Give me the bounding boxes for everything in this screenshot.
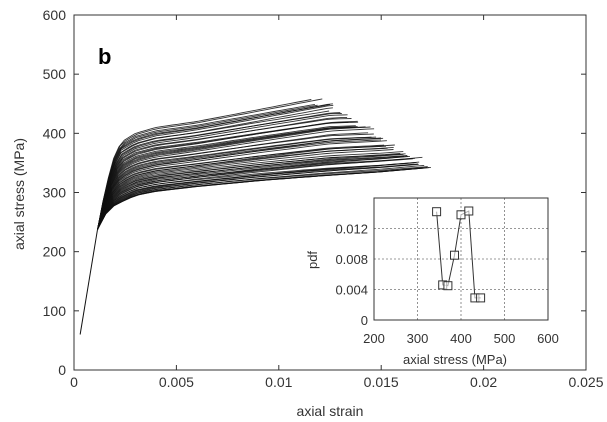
inset-y-tick-label: 0 xyxy=(361,313,368,328)
main-y-tick-label: 300 xyxy=(43,185,67,201)
main-y-axis-label: axial stress (MPa) xyxy=(11,138,27,250)
main-y-tick-label: 0 xyxy=(58,362,66,378)
main-x-axis-label: axial strain xyxy=(297,403,364,419)
stress-strain-curve xyxy=(97,136,372,230)
stress-strain-curve xyxy=(97,157,415,230)
inset-chart: 200 300 400 500 600 0 0.004 0.008 0.012 axial st… xyxy=(305,197,559,367)
stress-strain-curve xyxy=(97,140,387,230)
main-x-tick-label: 0.025 xyxy=(568,374,603,390)
main-y-tick-label: 500 xyxy=(43,66,67,82)
main-axis-ticks: 0 0.005 0.01 0.015 0.02 0.025 0 100 200 300 400 500… xyxy=(43,7,604,390)
stress-strain-curve xyxy=(97,103,315,230)
inset-y-axis-label: pdf xyxy=(305,251,320,269)
main-y-tick-label: 400 xyxy=(43,125,67,141)
inset-x-tick-label: 200 xyxy=(363,331,385,346)
stress-strain-curve xyxy=(97,166,428,230)
stress-strain-curve xyxy=(97,136,377,230)
main-x-tick-label: 0.005 xyxy=(159,374,194,390)
main-chart: 0 0.005 0.01 0.015 0.02 0.025 0 100 200 300 400 500… xyxy=(11,7,604,419)
main-x-tick-label: 0.01 xyxy=(265,374,292,390)
inset-axis-ticks: 200 300 400 500 600 0 0.004 0.008 0.012 xyxy=(335,222,558,347)
inset-pdf-marker xyxy=(443,281,453,291)
inset-plot-frame xyxy=(373,197,549,321)
inset-y-tick-label: 0.012 xyxy=(335,222,368,237)
stress-strain-curves xyxy=(79,98,431,335)
stress-strain-curve xyxy=(97,104,330,230)
stress-strain-curve xyxy=(97,118,352,230)
stress-strain-curve xyxy=(97,128,375,230)
stress-strain-curve xyxy=(97,163,419,230)
stress-strain-curve xyxy=(97,104,318,230)
stress-strain-curve xyxy=(97,149,394,230)
main-y-tick-label: 600 xyxy=(43,7,67,23)
stress-strain-curve xyxy=(97,110,330,230)
main-x-tick-label: 0.015 xyxy=(364,374,399,390)
stress-strain-curve xyxy=(97,137,384,230)
inset-pdf-marker xyxy=(464,206,474,216)
elastic-branch xyxy=(79,229,99,335)
stress-strain-curve xyxy=(97,147,388,230)
main-y-tick-label: 200 xyxy=(43,244,67,260)
stress-strain-curve xyxy=(97,121,349,230)
stress-strain-curve xyxy=(97,163,413,230)
inset-grid xyxy=(374,198,548,320)
inset-x-tick-label: 600 xyxy=(537,331,559,346)
stress-strain-curve xyxy=(97,126,366,230)
main-y-tick-label: 100 xyxy=(43,303,67,319)
stress-strain-curve xyxy=(97,153,406,230)
inset-y-tick-label: 0.004 xyxy=(335,283,368,298)
stress-strain-curve xyxy=(97,133,374,230)
stress-strain-curve xyxy=(97,166,431,230)
inset-pdf-marker xyxy=(432,207,442,217)
stress-strain-curve xyxy=(97,145,387,230)
stress-strain-curve xyxy=(97,139,382,230)
stress-strain-curve xyxy=(97,126,358,230)
stress-strain-curve xyxy=(97,99,312,230)
inset-x-axis-label: axial stress (MPa) xyxy=(403,352,507,367)
inset-pdf-marker xyxy=(456,210,466,220)
inset-x-tick-label: 400 xyxy=(450,331,472,346)
stress-strain-curve xyxy=(97,155,405,230)
inset-pdf-marker xyxy=(476,293,486,303)
stress-strain-curve xyxy=(97,125,356,230)
stress-strain-curve xyxy=(97,126,371,230)
main-x-tick-label: 0 xyxy=(70,374,78,390)
stress-strain-curve xyxy=(97,158,413,230)
inset-pdf-marker xyxy=(450,250,459,260)
stress-strain-curve xyxy=(97,113,342,230)
stress-strain-curve xyxy=(97,155,408,230)
stress-strain-curve xyxy=(97,114,348,230)
stress-strain-curve xyxy=(97,151,404,230)
inset-x-tick-label: 300 xyxy=(407,331,429,346)
panel-label: b xyxy=(98,44,111,69)
stress-strain-curve xyxy=(97,104,334,230)
stress-strain-curve xyxy=(97,98,323,230)
stress-strain-curve xyxy=(97,107,333,230)
inset-pdf-series xyxy=(432,206,486,303)
inset-y-tick-label: 0.008 xyxy=(335,252,368,267)
stress-strain-curve xyxy=(97,126,356,230)
main-x-tick-label: 0.02 xyxy=(470,374,497,390)
stress-strain-curve xyxy=(97,162,415,230)
inset-x-tick-label: 500 xyxy=(494,331,516,346)
